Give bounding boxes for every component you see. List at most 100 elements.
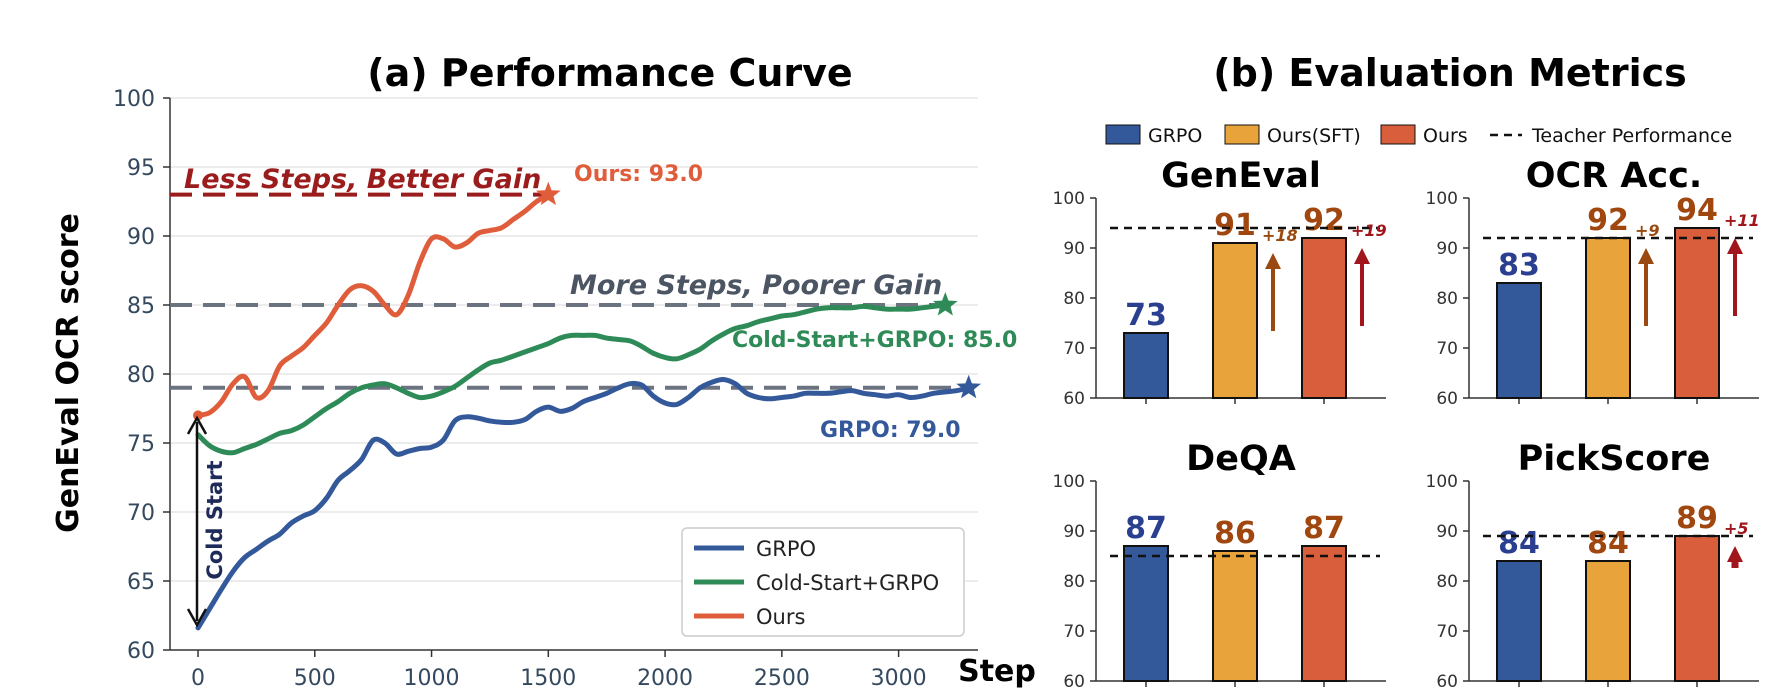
annotation-cold-start: Cold Start [203, 460, 227, 579]
bar-value-label: 84 [1498, 526, 1540, 561]
y-tick-label: 80 [127, 363, 155, 388]
gain-arrow-head [1638, 248, 1654, 264]
bar-y-tick-label: 80 [1063, 572, 1085, 592]
gain-arrow-head [1727, 238, 1743, 254]
bar-y-tick-label: 60 [1063, 389, 1085, 409]
bar-ours-sft- [1585, 560, 1631, 682]
bar-y-tick-label: 80 [1063, 289, 1085, 309]
cold-start-arrow [186, 415, 208, 628]
y-tick-label: 60 [127, 639, 155, 664]
annotation-ours-end: Ours: 93.0 [574, 162, 703, 187]
bar-ours [1674, 227, 1720, 399]
bar-panel-title: GenEval [1161, 156, 1321, 196]
legend-label-cold: Cold-Start+GRPO [756, 571, 939, 595]
bar-panel-geneval: GenEval 60 70 80 90 100 73 91 92 +18 +19 [1053, 156, 1387, 409]
series-line-cold-start-grpo [195, 302, 948, 456]
gain-label: +18 [1262, 226, 1298, 245]
left-panel-title: (a) Performance Curve [367, 51, 852, 95]
bar-ours-sft- [1212, 242, 1258, 399]
bar-ours [1674, 535, 1720, 682]
bar-y-tick-label: 90 [1063, 239, 1085, 259]
ours-end-star [535, 181, 561, 206]
right-panel-title: (b) Evaluation Metrics [1213, 51, 1687, 95]
y-tick-label: 95 [127, 156, 155, 181]
bar-legend-swatch-sft [1224, 124, 1260, 145]
bar-y-tick-label: 80 [1436, 289, 1458, 309]
bar-panel-pickscore: PickScore 60 70 80 90 100 84 84 89 +5 [1426, 439, 1759, 692]
x-tick-label: 2000 [637, 666, 693, 691]
legend-label-ours: Ours [756, 605, 805, 629]
bar-y-tick-label: 60 [1436, 672, 1458, 692]
bar-legend-swatch-ours [1380, 124, 1416, 145]
bar-value-label: 86 [1214, 516, 1256, 551]
bar-y-tick-label: 70 [1063, 339, 1085, 359]
gain-label: +11 [1724, 211, 1760, 230]
y-tick-label: 70 [127, 501, 155, 526]
gain-label: +19 [1351, 221, 1387, 240]
bar-value-label: 89 [1676, 501, 1718, 536]
bar-legend-label-grpo: GRPO [1148, 125, 1202, 147]
coldstart-end-star [932, 292, 958, 316]
bar-y-tick-label: 90 [1436, 522, 1458, 542]
legend-frame [681, 527, 965, 637]
y-tick-label: 65 [127, 570, 155, 595]
bar-grpo [1496, 560, 1542, 682]
y-tick-label: 85 [127, 294, 155, 319]
series-line-grpo [195, 376, 972, 631]
bar-y-tick-label: 100 [1426, 189, 1458, 209]
bar-value-label: 92 [1303, 203, 1345, 238]
line-chart-series [193, 181, 981, 631]
bar-value-label: 94 [1676, 193, 1718, 228]
bar-y-tick-label: 70 [1436, 622, 1458, 642]
y-tick-label: 100 [113, 87, 155, 112]
bar-panel-title: OCR Acc. [1526, 156, 1702, 196]
y-tick-label: 75 [127, 432, 155, 457]
bar-y-tick-label: 100 [1053, 189, 1085, 209]
annotation-grpo-end: GRPO: 79.0 [820, 418, 961, 443]
bar-legend-label-sft: Ours(SFT) [1267, 125, 1361, 147]
bar-value-label: 87 [1125, 511, 1167, 546]
annotation-more-steps: More Steps, Poorer Gain [570, 270, 942, 301]
bar-ours [1301, 237, 1347, 399]
bar-legend-swatch-grpo [1105, 124, 1141, 145]
ours-start-point [193, 410, 204, 421]
bar-value-label: 84 [1587, 526, 1629, 561]
bar-ours-sft- [1212, 550, 1258, 682]
bar-grpo [1496, 282, 1542, 399]
bar-y-tick-label: 60 [1063, 672, 1085, 692]
bar-value-label: 92 [1587, 203, 1629, 238]
bar-grpo [1123, 332, 1169, 399]
bar-y-tick-label: 70 [1436, 339, 1458, 359]
gain-arrow-head [1265, 253, 1281, 269]
gain-label: +9 [1635, 221, 1660, 240]
x-tick-label: 2500 [754, 666, 810, 691]
series-line-ours [195, 192, 551, 418]
bar-grpo [1123, 545, 1169, 682]
bar-value-label: 83 [1498, 248, 1540, 283]
bar-panel-title: DeQA [1186, 439, 1296, 479]
bar-ours [1301, 545, 1347, 682]
bar-panel-deqa: DeQA 60 70 80 90 100 87 86 87 [1053, 439, 1386, 692]
x-axis-label: Step [958, 654, 1036, 689]
bar-chart-legend: GRPO Ours(SFT) Ours Teacher Performance [1105, 124, 1732, 147]
bar-panel-title: PickScore [1518, 439, 1711, 479]
bar-panel-ocr-acc-: OCR Acc. 60 70 80 90 100 83 92 94 +9 +11 [1426, 156, 1760, 409]
line-chart-legend: GRPO Cold-Start+GRPO Ours [681, 527, 965, 637]
x-tick-label: 1500 [520, 666, 576, 691]
bar-legend-label-ours: Ours [1423, 125, 1468, 147]
grpo-end-star [956, 374, 981, 399]
x-tick-label: 1000 [404, 666, 460, 691]
x-tick-label: 500 [294, 666, 336, 691]
line-chart-reference-lines [170, 192, 974, 390]
y-axis-label: GenEval OCR score [51, 213, 86, 533]
bar-y-tick-label: 100 [1053, 472, 1085, 492]
bar-y-tick-label: 90 [1063, 522, 1085, 542]
x-tick-label: 0 [191, 666, 205, 691]
bar-y-tick-label: 90 [1436, 239, 1458, 259]
bar-value-label: 73 [1125, 298, 1167, 333]
x-tick-label: 3000 [871, 666, 927, 691]
y-tick-label: 90 [127, 225, 155, 250]
bar-y-tick-label: 60 [1436, 389, 1458, 409]
